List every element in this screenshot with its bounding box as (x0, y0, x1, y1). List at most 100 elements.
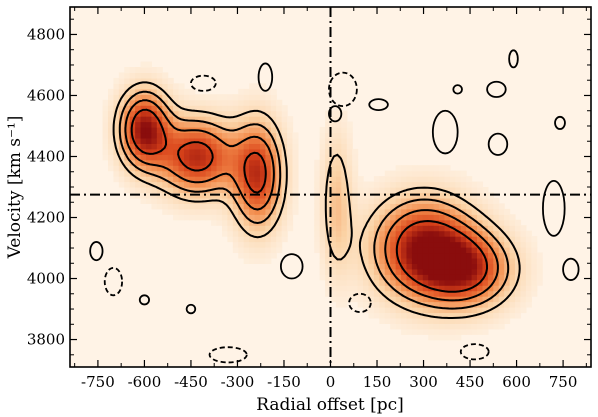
heat-cell (270, 110, 277, 117)
heat-cell (194, 208, 201, 215)
heat-cell (292, 187, 299, 194)
heat-cell (330, 208, 337, 215)
heat-cell (455, 328, 462, 335)
heat-cell (167, 148, 174, 155)
heat-cell (422, 214, 429, 221)
heat-cell (330, 285, 337, 292)
heat-cell (428, 252, 435, 259)
heat-cell (477, 192, 484, 199)
heat-cell (341, 279, 348, 286)
heat-cell (384, 197, 391, 204)
heat-cell (477, 252, 484, 259)
heat-cell (319, 137, 326, 144)
heat-cell (189, 203, 196, 210)
heat-cell (471, 214, 478, 221)
heat-cell (200, 116, 207, 123)
heat-cell (292, 181, 299, 188)
heat-cell (395, 197, 402, 204)
heat-cell (482, 230, 489, 237)
heat-cell (515, 219, 522, 226)
heat-cell (249, 116, 256, 123)
heat-cell (352, 187, 359, 194)
heat-cell (156, 110, 163, 117)
heat-cell (238, 197, 245, 204)
heat-cell (390, 290, 397, 297)
heat-cell (281, 159, 288, 166)
heat-cell (145, 154, 153, 161)
heat-cell (265, 105, 272, 112)
heat-cell (487, 263, 494, 270)
heat-cell (178, 192, 185, 199)
heat-cell (368, 252, 375, 259)
heat-cell (227, 99, 234, 106)
heat-cell (335, 247, 342, 254)
heat-cell (243, 225, 250, 232)
heat-cell (194, 170, 201, 177)
heat-cell (509, 274, 516, 281)
heat-cell (325, 268, 332, 275)
heat-cell (189, 148, 196, 155)
heat-cell (129, 67, 136, 74)
heat-cell (124, 121, 131, 128)
heat-cell (460, 214, 467, 221)
heat-cell (145, 165, 153, 172)
heat-cell (466, 317, 473, 324)
heat-cell (254, 236, 261, 243)
heat-cell (249, 165, 256, 172)
heat-cell (498, 323, 505, 330)
heat-cell (384, 317, 391, 324)
heat-cell (135, 94, 142, 101)
positive-contour (542, 179, 566, 237)
heat-cell (460, 279, 467, 286)
heat-cell (406, 247, 413, 254)
heat-cell (129, 88, 136, 95)
heat-cell (140, 170, 147, 177)
heat-cell (238, 148, 245, 155)
heat-cell (455, 181, 462, 188)
heat-cell (194, 187, 201, 194)
heat-cell (259, 219, 266, 226)
heat-cell (395, 279, 402, 286)
negative-contour (459, 343, 490, 361)
heat-cell (330, 181, 337, 188)
heat-cell (411, 328, 418, 335)
heat-cell (265, 241, 272, 248)
heat-cell (515, 225, 522, 232)
heat-cell (482, 323, 489, 330)
positive-contour (486, 80, 507, 98)
heat-cell (417, 170, 424, 177)
heat-cell (444, 219, 451, 226)
heat-cell (113, 154, 120, 161)
heat-cell (439, 241, 446, 248)
heat-cell (135, 72, 142, 79)
heat-cell (417, 214, 424, 221)
heat-cell (145, 67, 153, 74)
heat-cell (287, 214, 294, 221)
heat-cell (330, 143, 337, 150)
heat-cell (156, 121, 163, 128)
heat-cell (477, 307, 484, 314)
heat-cell (401, 317, 408, 324)
heat-cell (395, 214, 402, 221)
heat-cell (466, 279, 473, 286)
heat-cell (335, 137, 342, 144)
heat-cell (449, 252, 456, 259)
heat-cell (357, 225, 364, 232)
heat-cell (390, 274, 397, 281)
heat-cell (249, 88, 256, 95)
heat-cell (477, 312, 484, 319)
heat-cell (525, 274, 532, 281)
heat-cell (254, 170, 261, 177)
heat-cell (135, 88, 142, 95)
heat-cell (449, 208, 456, 215)
heat-cell (471, 230, 478, 237)
heat-cell (107, 110, 115, 117)
heat-cell (460, 317, 467, 324)
heat-cell (455, 312, 462, 319)
heat-cell (477, 263, 484, 270)
heat-cell (487, 252, 494, 259)
heat-cell (259, 214, 266, 221)
heat-cell (444, 296, 451, 303)
heat-cell (498, 257, 505, 264)
heat-cell (107, 143, 115, 150)
